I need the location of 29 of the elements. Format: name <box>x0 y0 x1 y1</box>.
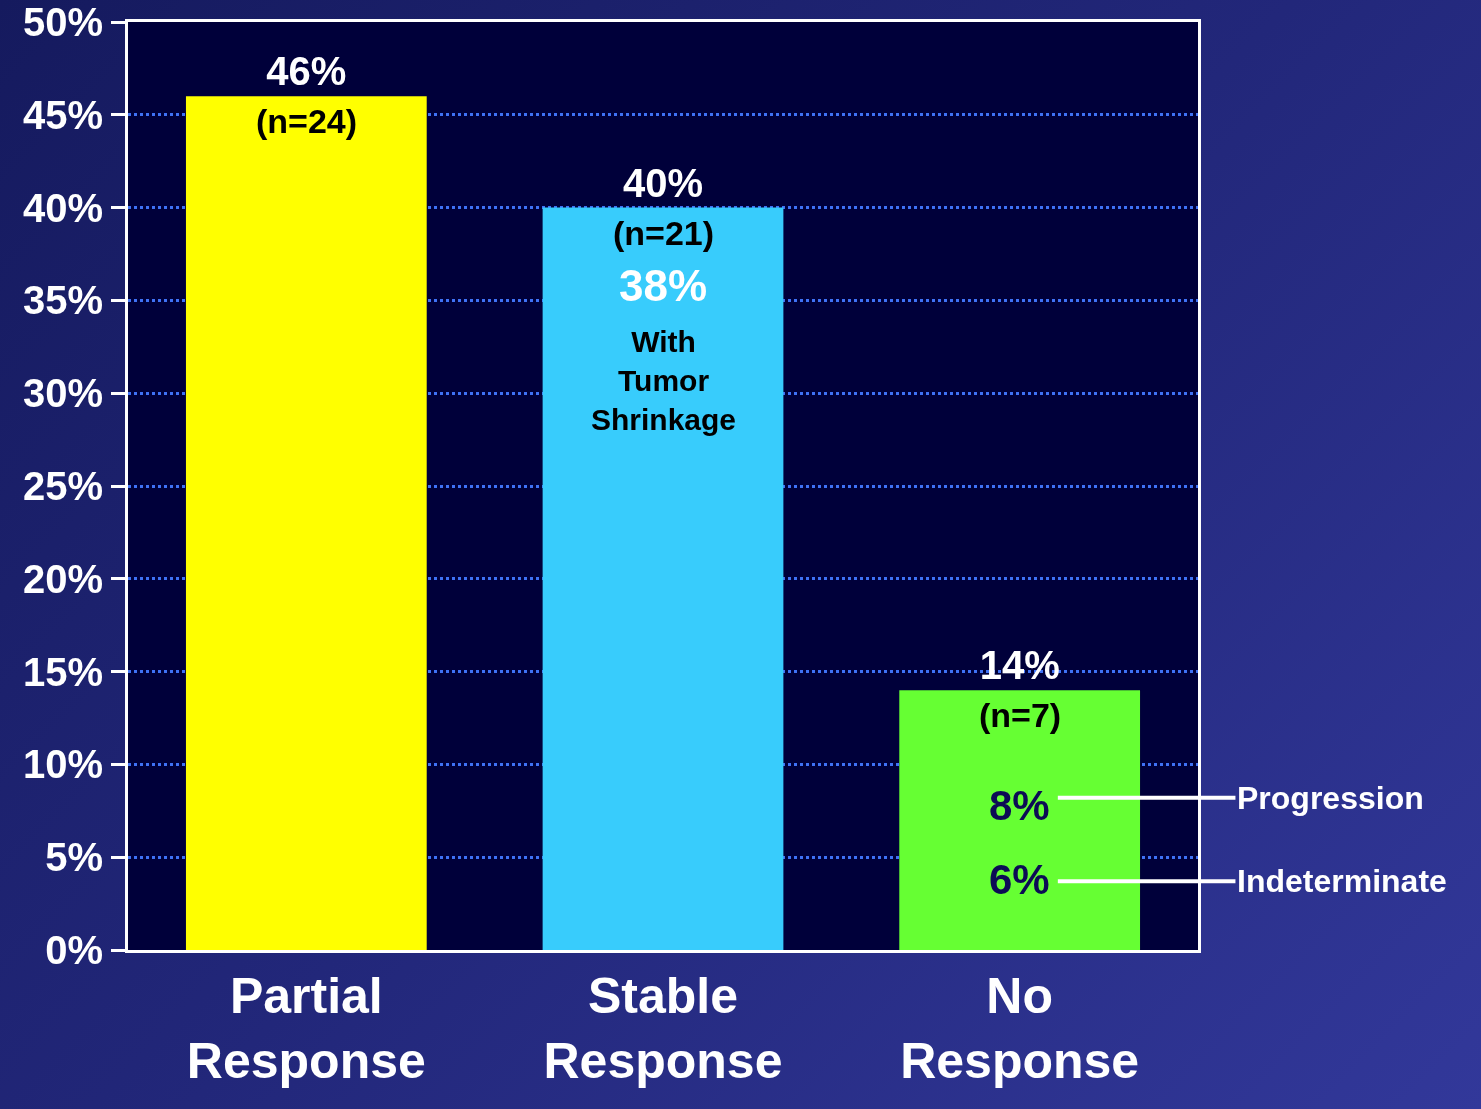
y-tick-label: 45% <box>22 92 103 137</box>
y-tick-label: 10% <box>22 742 103 787</box>
y-tick-label: 0% <box>45 928 103 972</box>
annotation: 6% <box>989 856 1050 903</box>
y-tick-label: 40% <box>22 185 103 230</box>
y-tick-label: 35% <box>22 278 103 323</box>
x-tick-label: Partial Response <box>186 968 426 1089</box>
y-tick-label: 25% <box>22 464 103 508</box>
y-tick-label: 50% <box>22 0 103 44</box>
bar <box>185 96 427 950</box>
annotation: (n=21) <box>613 214 715 252</box>
bar <box>899 690 1141 950</box>
annotation: (n=7) <box>979 696 1062 734</box>
x-tick-label: Stable Response <box>543 968 783 1089</box>
x-tick-label: No Response <box>900 968 1140 1089</box>
y-tick-label: 15% <box>22 649 103 694</box>
annotation: (n=24) <box>256 102 358 140</box>
y-tick-label: 5% <box>45 835 103 880</box>
bar <box>542 207 784 950</box>
data-label: 14% <box>979 643 1060 688</box>
annotation: 38% <box>619 261 708 310</box>
data-label: 40% <box>622 160 704 205</box>
annotation: 8% <box>989 782 1050 829</box>
annotation: With Tumor Shrinkage <box>591 325 737 436</box>
data-label: 46% <box>266 49 347 94</box>
y-tick-label: 20% <box>22 556 103 601</box>
text: Progression <box>1237 780 1424 816</box>
text: Indeterminate <box>1237 863 1447 899</box>
y-tick-label: 30% <box>22 371 103 416</box>
